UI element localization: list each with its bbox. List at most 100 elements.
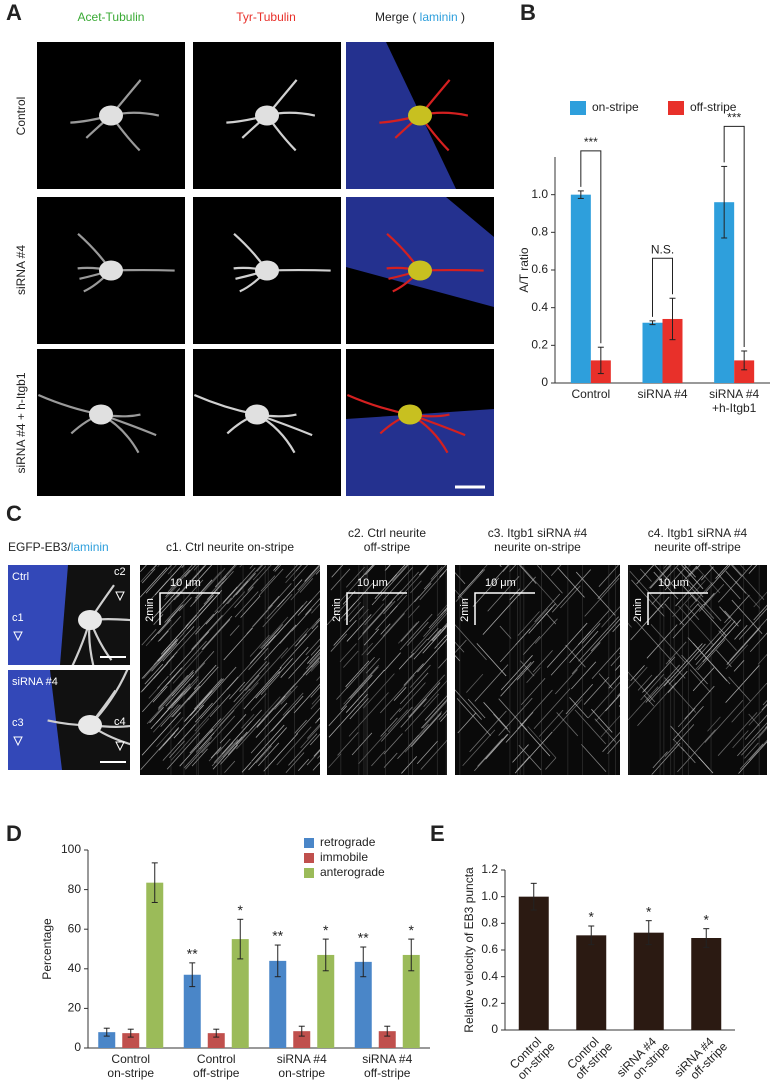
scale-label: 2min xyxy=(331,598,343,622)
comet-track xyxy=(437,604,447,616)
y-tick-label: 0.4 xyxy=(531,300,548,314)
comet-track xyxy=(514,731,553,774)
comet-track xyxy=(364,603,385,626)
comet-track xyxy=(664,565,679,581)
comet-track xyxy=(214,565,236,588)
comet-track xyxy=(255,702,288,738)
kymograph-title: neurite off-stripe xyxy=(654,540,741,554)
comet-track xyxy=(235,572,256,596)
comet-track xyxy=(348,692,389,737)
comet-track xyxy=(351,732,373,756)
y-tick-label: 0.6 xyxy=(481,942,498,956)
legend-swatch xyxy=(570,101,586,115)
comet-track xyxy=(171,685,200,718)
comet-track xyxy=(715,565,729,579)
comet-track xyxy=(438,710,447,720)
comet-track xyxy=(164,583,179,601)
merge-text: laminin xyxy=(420,10,458,24)
comet-track xyxy=(601,606,620,628)
comet-track xyxy=(628,622,632,628)
comet-track xyxy=(427,627,439,641)
comet-track xyxy=(249,647,289,691)
comet-track xyxy=(209,694,231,718)
comet-track xyxy=(396,568,427,601)
comet-track xyxy=(500,661,532,697)
comet-track xyxy=(428,607,447,629)
comet-track xyxy=(753,604,767,621)
kymograph-title: c4. Itgb1 siRNA #4 xyxy=(648,526,748,540)
comet-track xyxy=(167,605,182,622)
x-tick-label: siRNA #4 xyxy=(277,1052,327,1066)
comet-track xyxy=(695,565,721,594)
comet-track xyxy=(526,667,541,683)
comet-track xyxy=(262,605,304,650)
kymograph-title: c2. Ctrl neurite xyxy=(348,526,426,540)
image-label: siRNA #4 xyxy=(12,676,58,688)
comet-track xyxy=(749,632,767,652)
comet-track xyxy=(169,631,210,676)
comet-track xyxy=(672,579,706,617)
comet-track xyxy=(232,565,263,598)
comet-track xyxy=(236,707,274,750)
comet-track xyxy=(734,625,748,640)
comet-track xyxy=(142,675,176,713)
comet-track xyxy=(343,650,359,668)
marker-label: c4 xyxy=(114,716,126,728)
legend-label: on-stripe xyxy=(592,100,639,114)
y-axis-label: Percentage xyxy=(40,918,54,980)
comet-track xyxy=(536,606,553,625)
comet-track xyxy=(409,664,431,688)
comet-track xyxy=(365,658,380,674)
bar xyxy=(317,954,335,1048)
comet-track xyxy=(183,679,199,696)
comet-track xyxy=(178,597,192,612)
stain-label: EGFP-EB3/laminin xyxy=(8,540,109,554)
comet-track xyxy=(213,720,252,764)
comet-track xyxy=(277,579,303,608)
comet-track xyxy=(477,738,503,767)
comet-track xyxy=(159,630,169,642)
bar xyxy=(269,960,287,1048)
legend-label: anterograde xyxy=(320,865,385,879)
comet-track xyxy=(227,580,249,605)
comet-track xyxy=(162,626,195,662)
comet-track xyxy=(258,568,284,597)
y-tick-label: 80 xyxy=(68,882,82,896)
comet-track xyxy=(305,660,320,676)
comet-track xyxy=(234,586,254,608)
bar xyxy=(518,896,549,1030)
comet-track xyxy=(311,694,320,705)
comet-track xyxy=(404,693,439,732)
comet-track xyxy=(140,727,180,770)
comet-track xyxy=(432,624,447,642)
comet-track xyxy=(546,622,588,668)
comet-track xyxy=(255,745,272,764)
comet-track xyxy=(380,717,398,737)
comet-track xyxy=(757,653,767,665)
comet-track xyxy=(628,686,659,721)
comet-track xyxy=(227,718,261,755)
bar xyxy=(146,882,164,1048)
comet-track xyxy=(472,577,500,607)
comet-track xyxy=(571,642,601,675)
image-group xyxy=(8,565,130,665)
comet-track xyxy=(167,565,177,575)
comet-track xyxy=(185,741,210,770)
comet-track xyxy=(227,650,263,690)
image-label: Ctrl xyxy=(12,571,29,583)
comet-track xyxy=(612,623,620,633)
comet-track xyxy=(311,619,320,630)
y-tick-label: 20 xyxy=(68,1001,82,1015)
comet-track xyxy=(498,697,533,736)
comet-track xyxy=(312,761,320,771)
comet-track xyxy=(252,583,292,628)
comet-track xyxy=(157,619,172,635)
comet-track xyxy=(256,695,286,728)
comet-track xyxy=(172,650,203,684)
comet-track xyxy=(455,569,486,602)
comet-track xyxy=(310,698,320,710)
comet-track xyxy=(737,722,767,757)
comet-track xyxy=(724,610,739,627)
comet-track xyxy=(171,671,194,697)
